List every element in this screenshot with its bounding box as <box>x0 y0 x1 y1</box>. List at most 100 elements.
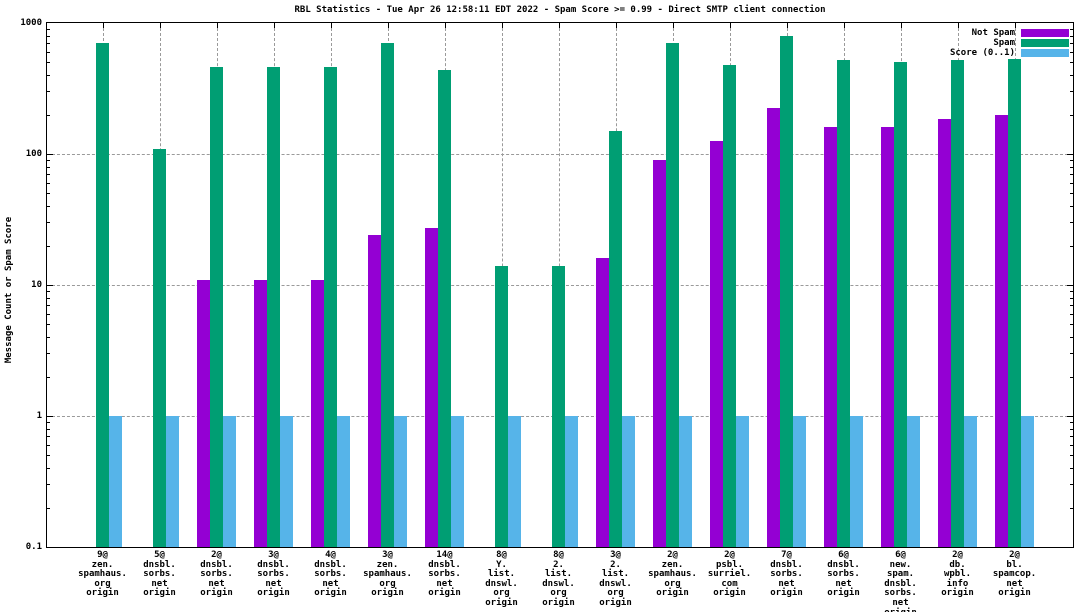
bar-spam <box>1008 59 1021 547</box>
bar-not-spam <box>311 279 324 547</box>
x-top-tick <box>672 23 674 28</box>
x-category-label: 2@ bl. spamcop. net origin <box>992 550 1037 599</box>
y-minor-tick <box>47 290 50 292</box>
legend-row: Not Spam <box>939 28 1069 38</box>
bar-spam <box>894 62 907 547</box>
y-minor-tick <box>1070 166 1073 168</box>
y-minor-tick <box>1070 484 1073 486</box>
x-top-tick <box>330 23 332 28</box>
legend-swatch-spam <box>1021 39 1069 47</box>
y-minor-tick <box>47 297 50 299</box>
x-category-label: 3@ zen. spamhaus. org origin <box>363 550 412 599</box>
y-minor-tick <box>1070 35 1073 37</box>
bar-spam <box>324 67 337 547</box>
bar-score-0-1- <box>793 416 806 547</box>
x-top-tick <box>216 23 218 28</box>
y-minor-tick <box>47 314 50 316</box>
y-minor-tick <box>47 428 50 430</box>
y-minor-tick <box>1070 183 1073 185</box>
bar-score-0-1- <box>565 416 578 547</box>
bar-score-0-1- <box>337 416 350 547</box>
bar-score-0-1- <box>850 416 863 547</box>
y-minor-tick <box>47 507 50 509</box>
y-minor-tick <box>47 376 50 378</box>
y-minor-tick <box>47 75 50 77</box>
x-top-tick <box>501 23 503 28</box>
bar-spam <box>96 43 109 547</box>
x-top-tick <box>558 23 560 28</box>
x-top-tick <box>957 23 959 28</box>
x-category-label: 2@ db. wpbl. info origin <box>941 550 974 599</box>
bar-score-0-1- <box>451 416 464 547</box>
y-minor-tick <box>1070 174 1073 176</box>
bar-not-spam <box>197 279 210 547</box>
y-major-tick <box>47 416 53 417</box>
y-tick-label: 100 <box>25 149 42 159</box>
y-minor-tick <box>47 166 50 168</box>
x-category-label: 2@ dnsbl. sorbs. net origin <box>200 550 233 599</box>
y-minor-tick <box>1070 62 1073 64</box>
y-minor-tick <box>1070 206 1073 208</box>
y-minor-tick <box>1070 290 1073 292</box>
bar-not-spam <box>995 114 1008 547</box>
y-tick-label: 1 <box>36 411 42 421</box>
y-minor-tick <box>1070 305 1073 307</box>
y-minor-tick <box>47 91 50 93</box>
y-minor-tick <box>1070 445 1073 447</box>
x-top-tick <box>1014 23 1016 28</box>
bar-not-spam <box>425 228 438 547</box>
y-major-tick <box>47 154 53 155</box>
y-minor-tick <box>1070 468 1073 470</box>
x-top-tick <box>786 23 788 28</box>
bar-spam <box>780 35 793 547</box>
y-minor-tick <box>1070 455 1073 457</box>
bar-spam <box>153 148 166 547</box>
y-minor-tick <box>47 455 50 457</box>
y-minor-tick <box>1070 297 1073 299</box>
bar-score-0-1- <box>964 416 977 547</box>
y-minor-tick <box>1070 43 1073 45</box>
y-major-tick <box>47 285 53 286</box>
y-minor-tick <box>1070 337 1073 339</box>
y-minor-tick <box>1070 421 1073 423</box>
y-minor-tick <box>1070 114 1073 116</box>
x-top-tick <box>900 23 902 28</box>
bar-score-0-1- <box>109 416 122 547</box>
y-minor-tick <box>1070 436 1073 438</box>
x-top-tick <box>615 23 617 28</box>
x-top-tick <box>843 23 845 28</box>
bar-spam <box>951 60 964 547</box>
y-minor-tick <box>47 445 50 447</box>
bar-not-spam <box>710 141 723 547</box>
bar-not-spam <box>824 127 837 547</box>
y-minor-tick <box>47 245 50 247</box>
y-minor-tick <box>47 206 50 208</box>
bar-score-0-1- <box>907 416 920 547</box>
bar-not-spam <box>254 279 267 547</box>
legend-label: Score (0..1) <box>949 48 1015 58</box>
bar-score-0-1- <box>736 416 749 547</box>
bar-score-0-1- <box>1021 416 1034 547</box>
plot-area: Not Spam Spam Score (0..1) <box>46 22 1074 548</box>
y-minor-tick <box>47 159 50 161</box>
y-minor-tick <box>47 35 50 37</box>
x-category-label: 8@ Y. list. dnswl. org origin <box>485 550 518 608</box>
y-minor-tick <box>1070 507 1073 509</box>
x-category-label: 3@ 2. list. dnswl. org origin <box>599 550 632 608</box>
bar-score-0-1- <box>622 416 635 547</box>
x-top-tick <box>387 23 389 28</box>
bar-spam <box>210 67 223 547</box>
bar-not-spam <box>368 235 381 547</box>
x-category-label: 8@ 2. list. dnswl. org origin <box>542 550 575 608</box>
y-minor-tick <box>47 353 50 355</box>
bar-spam <box>495 265 508 547</box>
legend-swatch-not-spam <box>1021 29 1069 37</box>
y-minor-tick <box>47 114 50 116</box>
y-minor-tick <box>1070 428 1073 430</box>
bar-spam <box>438 69 451 547</box>
chart-title: RBL Statistics - Tue Apr 26 12:58:11 EDT… <box>294 5 826 15</box>
bar-not-spam <box>767 107 780 547</box>
y-minor-tick <box>1070 324 1073 326</box>
bar-score-0-1- <box>394 416 407 547</box>
bar-not-spam <box>653 159 666 547</box>
